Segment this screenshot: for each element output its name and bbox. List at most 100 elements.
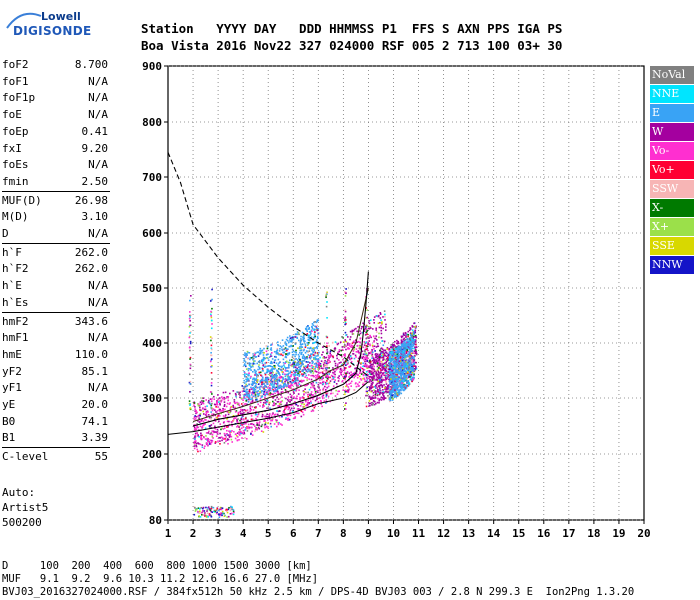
echo-point bbox=[274, 390, 277, 392]
echo-point bbox=[382, 316, 384, 318]
echo-point bbox=[300, 365, 302, 368]
echo-point bbox=[314, 328, 316, 331]
echo-point bbox=[265, 386, 268, 388]
echo-point bbox=[408, 367, 410, 369]
echo-point bbox=[250, 423, 252, 425]
echo-point bbox=[226, 511, 229, 514]
echo-point bbox=[230, 421, 233, 423]
echo-point bbox=[398, 353, 400, 356]
echo-point bbox=[398, 342, 400, 345]
echo-point bbox=[326, 349, 328, 351]
param-name: hmF1 bbox=[2, 331, 29, 345]
echo-point bbox=[304, 351, 307, 354]
echo-point bbox=[303, 333, 306, 336]
echo-point bbox=[252, 378, 254, 381]
echo-point bbox=[308, 356, 311, 359]
echo-point bbox=[336, 354, 338, 357]
echo-point bbox=[324, 374, 326, 376]
echo-point bbox=[404, 388, 406, 390]
echo-point bbox=[334, 379, 336, 381]
echo-point bbox=[198, 512, 200, 514]
echo-point bbox=[287, 370, 289, 372]
echo-point bbox=[343, 369, 346, 372]
echo-point bbox=[369, 343, 371, 346]
echo-point bbox=[201, 401, 203, 403]
echo-point bbox=[283, 385, 286, 387]
echo-point bbox=[369, 360, 372, 363]
echo-point bbox=[351, 342, 354, 344]
echo-point bbox=[411, 350, 413, 352]
echo-point bbox=[397, 355, 400, 358]
echo-point bbox=[241, 405, 244, 407]
echo-point bbox=[329, 371, 332, 373]
echo-point bbox=[372, 363, 374, 366]
echo-point bbox=[334, 341, 337, 343]
echo-point bbox=[248, 390, 251, 392]
echo-point bbox=[253, 362, 256, 365]
echo-point bbox=[205, 432, 208, 434]
echo-point bbox=[400, 373, 402, 375]
echo-point bbox=[321, 396, 324, 398]
echo-point bbox=[392, 386, 395, 388]
echo-point bbox=[379, 317, 382, 319]
echo-point bbox=[385, 358, 388, 360]
echo-point bbox=[410, 340, 412, 343]
echo-point bbox=[194, 434, 197, 437]
echo-point bbox=[304, 345, 307, 347]
echo-point bbox=[214, 431, 216, 433]
echo-point bbox=[349, 355, 352, 358]
echo-point bbox=[257, 394, 260, 396]
echo-point bbox=[345, 372, 347, 375]
echo-point bbox=[360, 362, 363, 364]
echo-point bbox=[275, 389, 277, 391]
echo-point bbox=[236, 432, 239, 435]
echo-point bbox=[332, 385, 335, 388]
echo-point bbox=[397, 368, 399, 371]
echo-point bbox=[408, 374, 411, 376]
echo-point bbox=[381, 386, 384, 388]
echo-point bbox=[403, 363, 405, 365]
echo-point bbox=[385, 381, 388, 383]
echo-point bbox=[395, 388, 398, 391]
echo-point bbox=[261, 412, 264, 414]
echo-point bbox=[230, 438, 233, 441]
echo-point bbox=[344, 377, 346, 379]
echo-point bbox=[402, 349, 404, 352]
echo-point bbox=[255, 382, 257, 385]
echo-point bbox=[256, 393, 259, 395]
echo-point bbox=[234, 392, 237, 395]
echo-point bbox=[211, 323, 213, 325]
echo-point bbox=[266, 371, 269, 373]
echo-point bbox=[410, 357, 413, 360]
echo-point bbox=[377, 385, 380, 387]
echo-point bbox=[238, 404, 241, 407]
echo-point bbox=[344, 389, 347, 392]
echo-point bbox=[400, 367, 403, 370]
echo-point bbox=[316, 375, 318, 378]
echo-point bbox=[297, 379, 299, 382]
echo-point bbox=[390, 394, 393, 397]
echo-point bbox=[322, 397, 324, 400]
echo-point bbox=[216, 416, 219, 418]
echo-point bbox=[398, 360, 401, 363]
echo-point bbox=[372, 391, 375, 394]
echo-point bbox=[271, 419, 274, 422]
echo-point bbox=[389, 357, 392, 360]
echo-point bbox=[309, 355, 311, 357]
echo-point bbox=[199, 512, 201, 514]
echo-point bbox=[225, 429, 228, 432]
echo-point bbox=[198, 417, 200, 419]
echo-point bbox=[310, 356, 313, 358]
echo-point bbox=[346, 344, 349, 346]
echo-point bbox=[280, 394, 282, 396]
echo-point bbox=[193, 429, 196, 431]
echo-point bbox=[371, 385, 373, 387]
echo-point bbox=[345, 292, 347, 295]
echo-point bbox=[344, 391, 346, 393]
echo-point bbox=[361, 325, 364, 328]
echo-point bbox=[248, 426, 251, 429]
echo-point bbox=[307, 343, 310, 345]
echo-point bbox=[401, 335, 404, 338]
echo-point bbox=[243, 420, 246, 423]
echo-point bbox=[290, 341, 293, 343]
